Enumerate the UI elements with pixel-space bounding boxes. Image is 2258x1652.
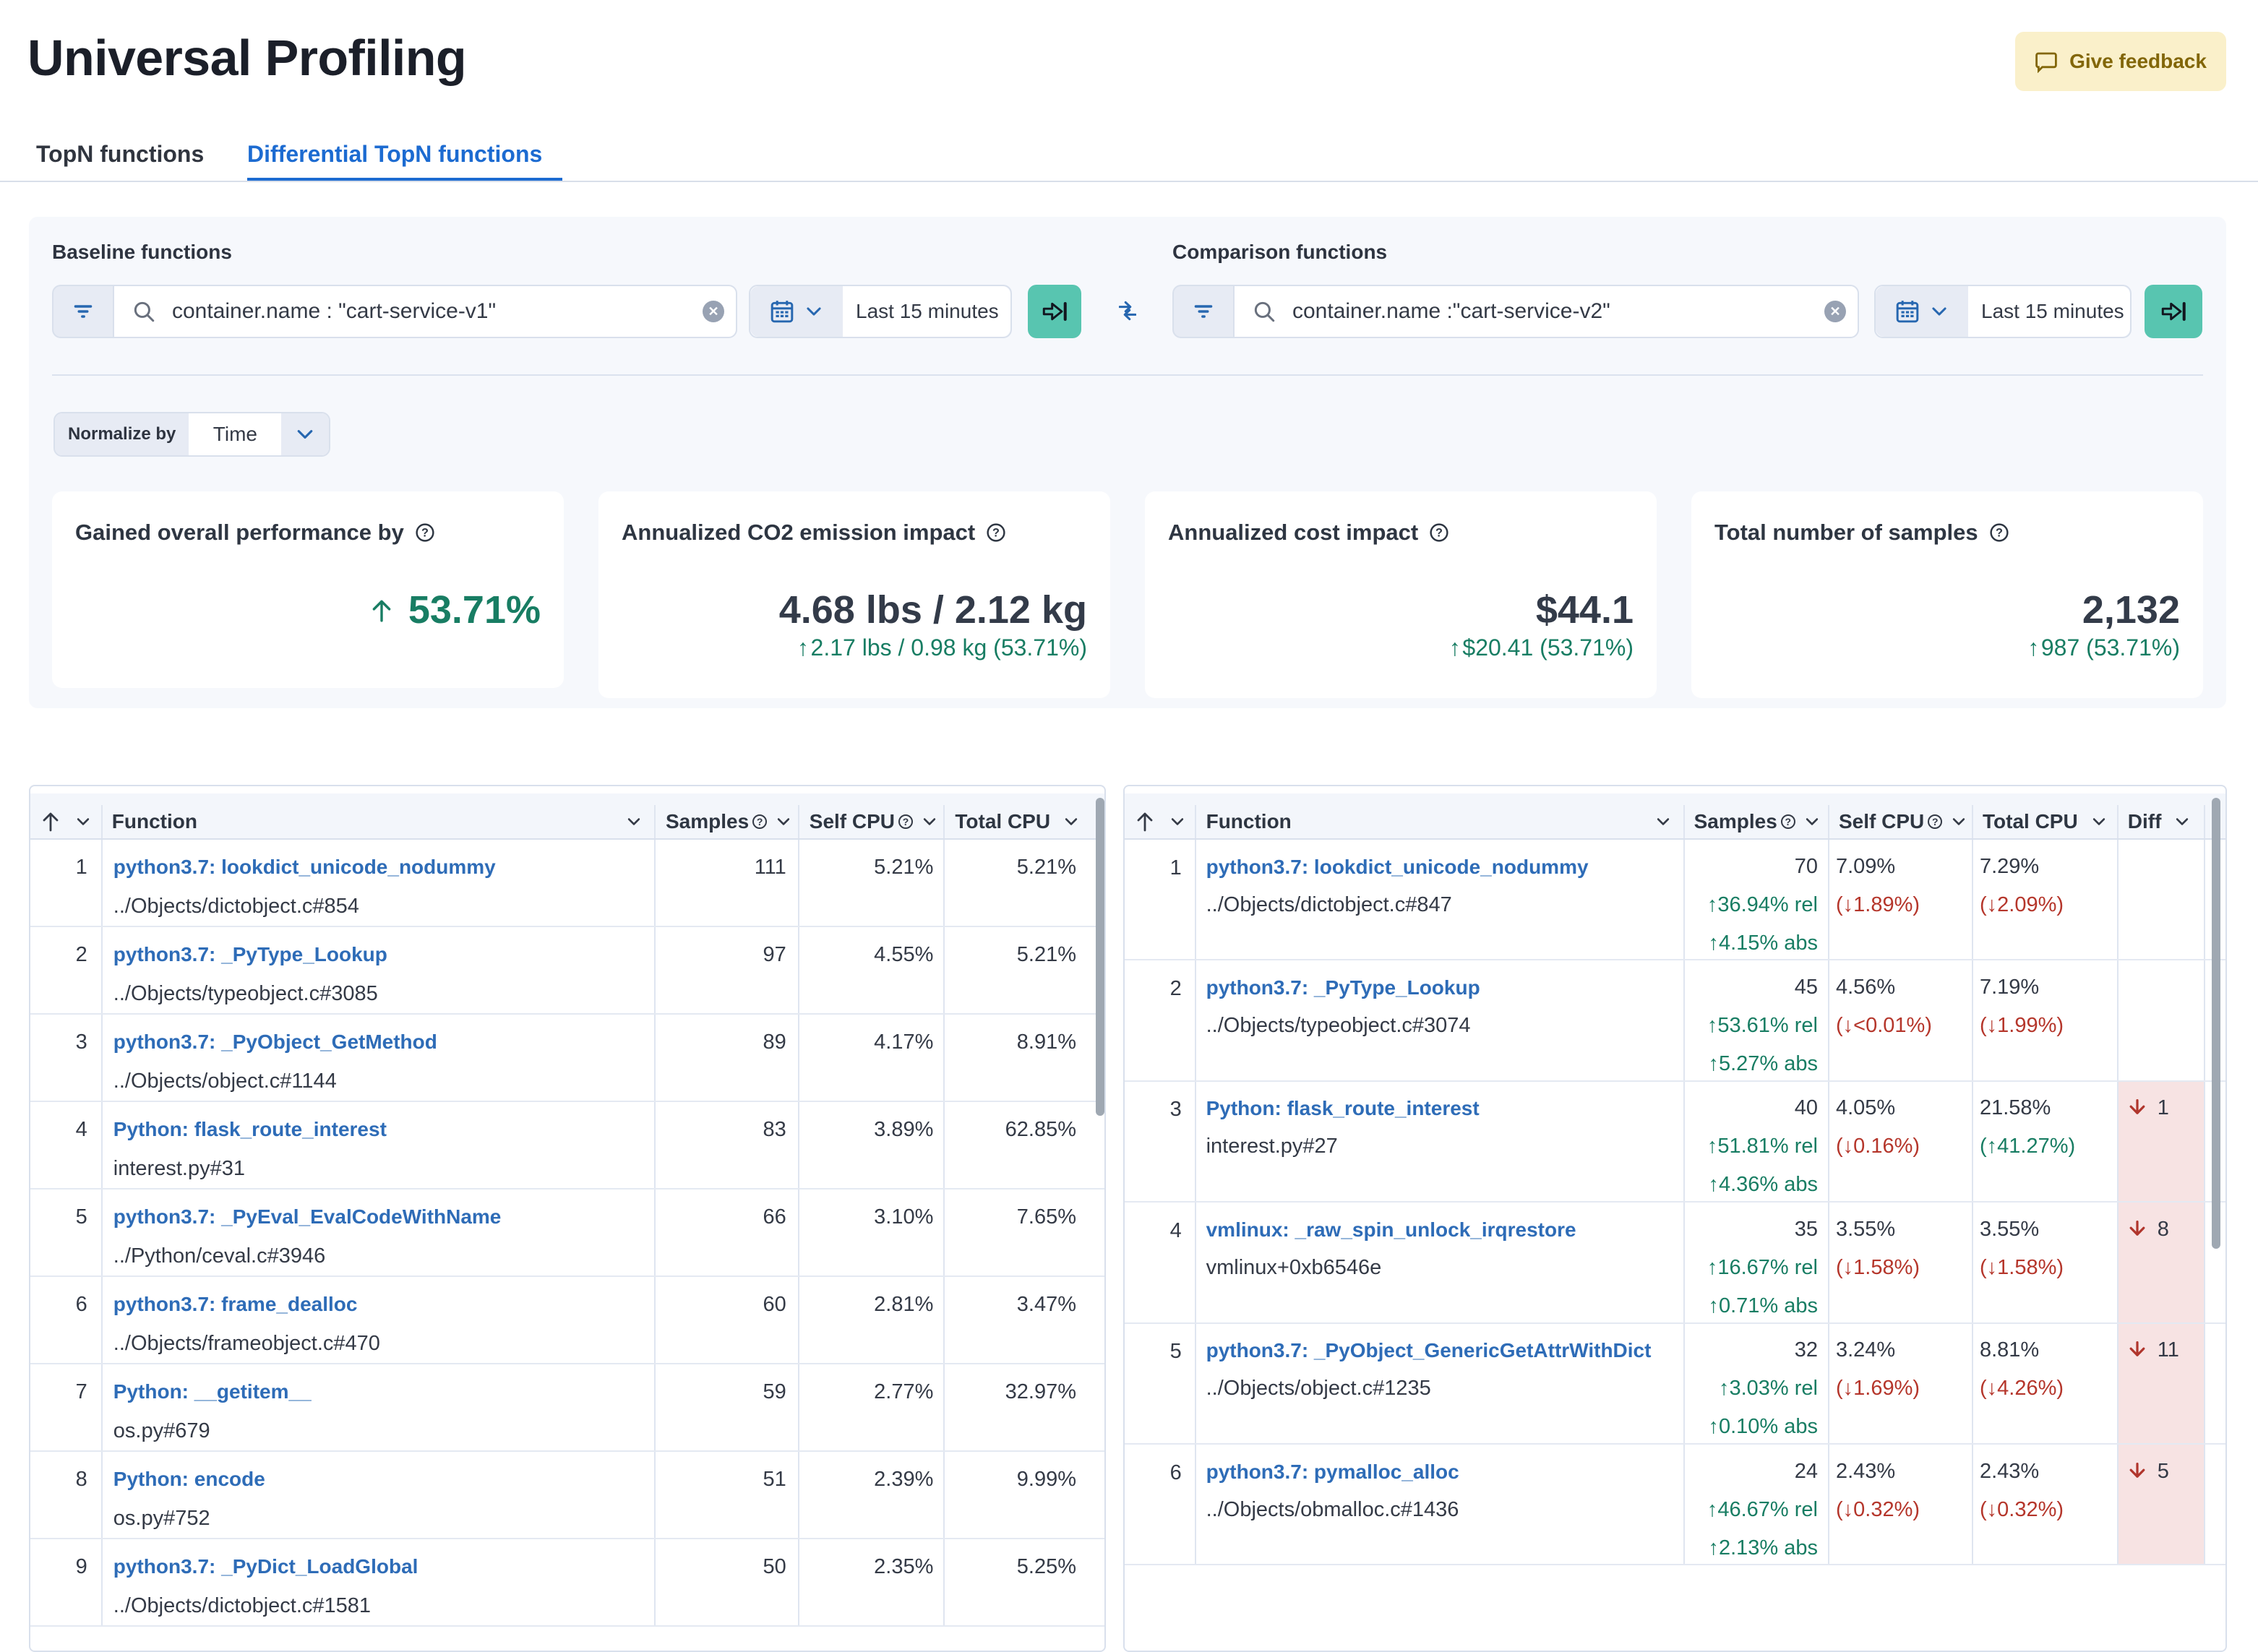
- svg-text:?: ?: [1996, 527, 2003, 540]
- svg-text:?: ?: [421, 527, 429, 540]
- svg-text:?: ?: [1435, 527, 1443, 540]
- svg-text:?: ?: [992, 527, 1000, 540]
